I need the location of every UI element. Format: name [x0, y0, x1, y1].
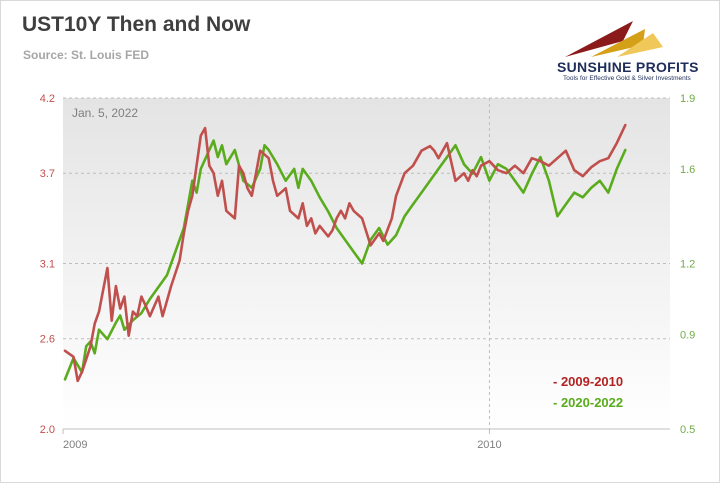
legend-2020-2022: - 2020-2022	[553, 395, 623, 410]
logo-rays-icon	[565, 21, 663, 57]
series-line-0	[63, 123, 627, 383]
legend-2009-2010: - 2009-2010	[553, 374, 623, 389]
x-tick-1: 2010	[477, 439, 501, 451]
y-right-tick-0: 0.5	[680, 424, 695, 436]
x-axis: 2009 2010	[62, 429, 502, 451]
y-right-tick-4: 1.9	[680, 93, 695, 105]
logo-name: SUNSHINE PROFITS	[557, 59, 699, 75]
y-right-tick-3: 1.6	[680, 164, 695, 176]
series-layer	[63, 123, 627, 383]
y-left-tick-4: 4.2	[40, 93, 55, 105]
y-left-tick-3: 3.7	[40, 168, 55, 180]
y-left-tick-2: 3.1	[40, 259, 55, 271]
y-right-tick-1: 0.9	[680, 329, 695, 341]
logo-tagline: Tools for Effective Gold & Silver Invest…	[563, 75, 691, 82]
chart-source: Source: St. Louis FED	[23, 48, 150, 62]
y-left-tick-0: 2.0	[40, 424, 55, 436]
left-axis: 2.0 2.6 3.1 3.7 4.2	[40, 93, 55, 436]
chart-title: UST10Y Then and Now	[22, 13, 251, 36]
y-left-tick-1: 2.6	[40, 334, 55, 346]
x-tick-0: 2009	[63, 439, 87, 451]
sunshine-profits-logo: SUNSHINE PROFITS Tools for Effective Gol…	[553, 15, 713, 82]
y-right-tick-2: 1.2	[680, 259, 695, 271]
right-axis: 0.5 0.9 1.2 1.6 1.9	[680, 93, 695, 436]
grid-lines	[63, 97, 670, 430]
date-annotation: Jan. 5, 2022	[72, 106, 138, 120]
